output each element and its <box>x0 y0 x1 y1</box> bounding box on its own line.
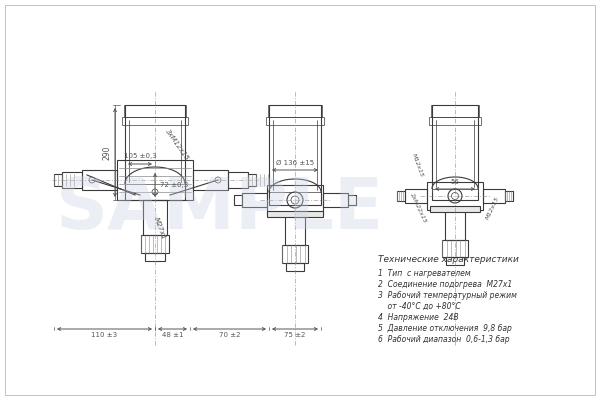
Text: М27х1: М27х1 <box>153 216 167 240</box>
Text: 1  Тип  с нагревателем: 1 Тип с нагревателем <box>378 269 470 278</box>
Text: 5  Давление отключения  9,8 бар: 5 Давление отключения 9,8 бар <box>378 324 512 333</box>
Text: М12х15: М12х15 <box>485 196 500 220</box>
Bar <box>145 253 165 261</box>
Bar <box>445 210 465 240</box>
Bar <box>431 105 479 117</box>
Text: М12х15: М12х15 <box>411 152 424 178</box>
Bar <box>267 211 323 217</box>
Bar <box>242 193 267 207</box>
Bar <box>429 117 481 125</box>
Bar <box>266 117 324 125</box>
Bar <box>267 185 323 215</box>
Bar <box>82 170 117 190</box>
Text: 3хМ12х15: 3хМ12х15 <box>164 128 190 162</box>
Text: 2хМ22х15: 2хМ22х15 <box>409 192 427 224</box>
Bar <box>141 235 169 253</box>
Text: SAMPLE: SAMPLE <box>56 176 384 244</box>
Bar <box>124 105 186 117</box>
Bar <box>228 172 248 188</box>
Bar <box>282 245 308 263</box>
Bar <box>54 174 62 186</box>
Bar <box>432 105 478 200</box>
Bar <box>269 105 321 205</box>
Text: 2  Соединение подогрева  М27х1: 2 Соединение подогрева М27х1 <box>378 280 512 289</box>
Text: 56: 56 <box>451 179 460 185</box>
Bar <box>427 182 483 210</box>
Bar <box>143 200 167 235</box>
Text: 6  Рабочий диапазон  0,6-1,3 бар: 6 Рабочий диапазон 0,6-1,3 бар <box>378 335 509 344</box>
Bar <box>483 189 505 203</box>
Text: 70 ±2: 70 ±2 <box>219 332 240 338</box>
Bar <box>122 117 188 125</box>
Bar <box>430 206 480 212</box>
Bar <box>405 189 427 203</box>
Text: 110 ±3: 110 ±3 <box>91 332 118 338</box>
Bar <box>234 195 242 205</box>
Bar <box>248 174 256 186</box>
Bar <box>268 105 322 117</box>
Text: 75 ±2: 75 ±2 <box>284 332 305 338</box>
Bar <box>286 263 304 271</box>
Bar <box>348 195 356 205</box>
Bar <box>193 170 228 190</box>
Bar <box>505 191 513 201</box>
Bar <box>62 172 82 188</box>
Text: 48 ±1: 48 ±1 <box>162 332 183 338</box>
Bar <box>117 160 193 200</box>
Text: 3  Рабочий температурный режим: 3 Рабочий температурный режим <box>378 291 517 300</box>
Text: 290: 290 <box>103 145 112 160</box>
Bar <box>442 240 468 257</box>
Bar <box>397 191 405 201</box>
Bar <box>285 215 305 245</box>
Text: 105 ±0,3: 105 ±0,3 <box>124 153 157 159</box>
Text: от -40°С до +80°С: от -40°С до +80°С <box>378 302 461 311</box>
Text: 4  Напряжение  24В: 4 Напряжение 24В <box>378 313 458 322</box>
Bar <box>125 105 185 200</box>
Bar <box>446 257 464 265</box>
Text: Ø 136 ±15: Ø 136 ±15 <box>276 160 314 166</box>
Text: Технические характеристики: Технические характеристики <box>378 255 519 264</box>
Text: 72 ±0,3: 72 ±0,3 <box>160 182 188 188</box>
Bar <box>323 193 348 207</box>
